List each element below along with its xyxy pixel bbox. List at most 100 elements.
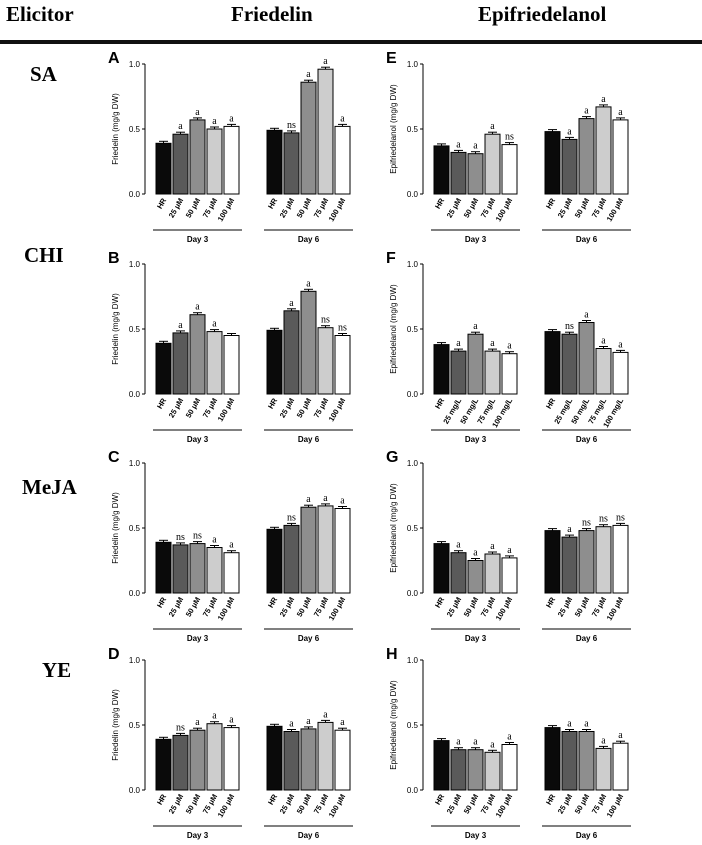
y-tick-label: 1.0 xyxy=(407,459,419,468)
significance-label: a xyxy=(323,709,328,720)
bar xyxy=(317,327,334,395)
panel-letter: H xyxy=(386,646,398,663)
group-label: Day 3 xyxy=(187,634,209,643)
group-label: Day 3 xyxy=(187,831,209,840)
bar xyxy=(467,749,484,791)
significance-label: a xyxy=(195,107,200,118)
category-label: 50 μM xyxy=(184,197,202,220)
category-label: HR xyxy=(266,196,280,210)
bar xyxy=(561,536,578,594)
significance-label: a xyxy=(473,548,478,559)
bar xyxy=(300,506,317,594)
significance-label: a xyxy=(601,735,606,746)
bar xyxy=(501,353,518,395)
significance-label: ns xyxy=(565,321,574,332)
category-label: HR xyxy=(266,396,280,410)
significance-label: ns xyxy=(176,532,185,543)
bar xyxy=(206,128,223,195)
bar xyxy=(300,290,317,395)
panel-letter: B xyxy=(108,250,120,267)
significance-label: a xyxy=(567,524,572,535)
group-label: Day 6 xyxy=(298,831,320,840)
category-label: 50 μM xyxy=(573,596,591,619)
bar xyxy=(595,348,612,395)
header-elicitor: Elicitor xyxy=(6,2,74,26)
y-tick-label: 0.0 xyxy=(129,589,141,598)
bar xyxy=(223,552,240,594)
bar xyxy=(484,350,501,395)
category-label: 25 μM xyxy=(167,197,185,220)
y-tick-label: 0.5 xyxy=(407,721,419,730)
significance-label: a xyxy=(618,107,623,118)
panel-a: A 0.0 0.5 1.0 Friedelin (mg/g DW) HR a 25 μM a 50… xyxy=(108,50,353,244)
y-tick-label: 0.0 xyxy=(407,786,419,795)
group-label: Day 6 xyxy=(576,634,598,643)
category-label: 100 μM xyxy=(494,197,515,224)
bar xyxy=(317,68,334,195)
significance-label: a xyxy=(584,310,589,321)
bar xyxy=(501,557,518,594)
category-label: 100 μM xyxy=(494,596,515,623)
bar xyxy=(189,119,206,195)
category-label: HR xyxy=(544,595,558,609)
panel-b: B 0.0 0.5 1.0 Friedelin (mg/g DW) HR a 25 μM a 50… xyxy=(108,250,353,444)
bar xyxy=(595,106,612,195)
category-label: 25 μM xyxy=(167,397,185,420)
group-label: Day 3 xyxy=(187,235,209,244)
significance-label: a xyxy=(340,717,345,728)
category-label: 50 μM xyxy=(295,596,313,619)
y-tick-label: 1.0 xyxy=(129,60,141,69)
bar xyxy=(612,351,629,395)
panel-letter: E xyxy=(386,50,397,67)
significance-label: a xyxy=(473,321,478,332)
bar xyxy=(544,331,561,395)
row-label-meja: MeJA xyxy=(22,475,77,499)
panel-c: C 0.0 0.5 1.0 Friedelin (mg/g DW) HR ns 25 μM ns… xyxy=(108,449,353,643)
category-label: HR xyxy=(433,396,447,410)
significance-label: a xyxy=(306,69,311,80)
significance-label: ns xyxy=(193,531,202,542)
header-epifriedelanol: Epifriedelanol xyxy=(478,2,607,26)
significance-label: a xyxy=(618,730,623,741)
significance-label: a xyxy=(195,717,200,728)
group-label: Day 6 xyxy=(576,831,598,840)
bar xyxy=(223,335,240,395)
category-label: 50 μM xyxy=(573,197,591,220)
significance-label: a xyxy=(490,121,495,132)
significance-label: a xyxy=(340,496,345,507)
bar xyxy=(561,333,578,395)
category-label: 50 μM xyxy=(295,197,313,220)
panel-h: H 0.0 0.5 1.0 Epifriedelanol (mg/g DW) HR a 25 … xyxy=(386,646,631,840)
y-tick-label: 0.5 xyxy=(129,125,141,134)
bar xyxy=(544,727,561,791)
bar xyxy=(595,526,612,594)
y-tick-label: 1.0 xyxy=(407,656,419,665)
category-label: 25 μM xyxy=(167,596,185,619)
y-axis-label: Friedelin (mg/g DW) xyxy=(111,293,120,365)
category-label: HR xyxy=(433,196,447,210)
significance-label: a xyxy=(306,494,311,505)
bar xyxy=(223,727,240,791)
bar xyxy=(578,731,595,791)
y-tick-label: 0.5 xyxy=(129,524,141,533)
panel-letter: F xyxy=(386,250,396,267)
category-label: 50 μM xyxy=(295,793,313,816)
bar xyxy=(595,747,612,791)
bar xyxy=(450,151,467,195)
bar xyxy=(317,721,334,791)
bar xyxy=(155,142,172,195)
y-axis-label: Friedelin (mg/g DW) xyxy=(111,492,120,564)
group-label: Day 3 xyxy=(465,435,487,444)
bar xyxy=(172,133,189,195)
y-axis-label: Epifriedelanol (mg/g DW) xyxy=(389,84,398,174)
bar xyxy=(334,508,351,594)
significance-label: a xyxy=(456,737,461,748)
bar xyxy=(334,729,351,791)
bar xyxy=(172,544,189,594)
bar xyxy=(578,530,595,594)
significance-label: ns xyxy=(287,512,296,523)
significance-label: ns xyxy=(616,512,625,523)
category-label: 50 μM xyxy=(462,596,480,619)
category-label: 25 μM xyxy=(445,197,463,220)
significance-label: a xyxy=(229,113,234,124)
